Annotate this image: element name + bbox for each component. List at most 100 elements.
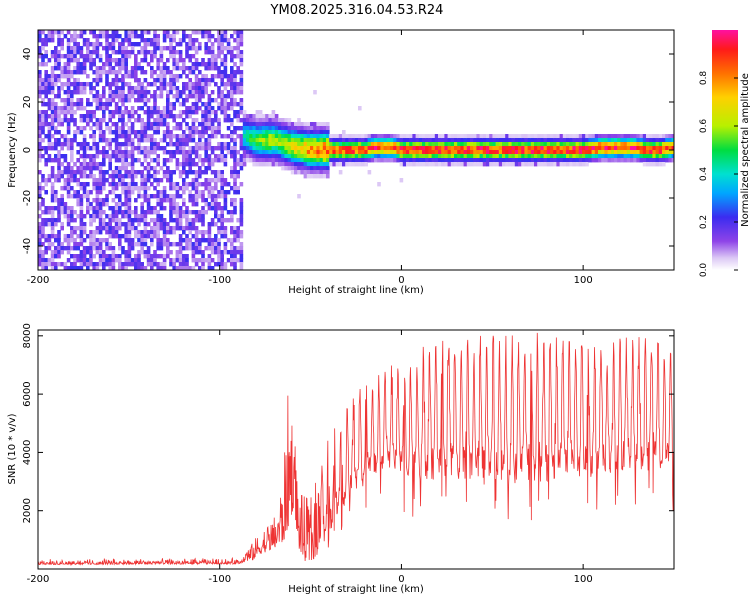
spectrogram-cell [194,190,199,195]
spectrogram-cell [290,134,295,139]
spectrogram-cell [300,122,304,127]
spectrogram-cell [156,262,160,267]
spectrogram-cell [236,50,240,55]
spectrogram-cell [89,58,93,63]
spectrogram-cell [322,154,327,159]
spectrogram-cell [236,30,240,35]
spectrogram-cell [326,150,330,155]
spectrogram-cell [322,146,327,151]
spectrogram-cell [201,90,205,95]
colorbar-ticks: 0.00.20.40.60.8 [699,71,738,277]
spectrogram-cell [108,126,112,131]
spectrogram-cell [140,82,144,87]
spectrogram-cell [105,98,109,103]
spectrogram-cell [201,258,205,263]
spectrogram-cell [82,90,87,95]
spectrogram-cell [223,110,228,115]
spectrogram-cell [70,262,74,267]
spectrogram-cell [204,158,208,163]
spectrogram-cell [374,134,378,139]
spectrogram-cell [57,206,61,211]
spectrogram-cell [575,150,580,155]
spectrogram-cell [617,142,621,147]
spectrogram-cell [214,214,218,219]
spectrogram-cell [591,138,596,143]
spectrogram-cell [639,150,644,155]
spectrogram-cell [63,166,68,171]
spectrogram-cell [591,158,596,163]
spectrogram-cell [162,66,167,71]
spectrogram-cell [162,74,167,79]
spectrogram-cell [159,78,164,83]
spectrogram-cell [50,182,55,187]
spectrogram-cell [422,150,426,155]
spectrogram-cell [233,166,237,171]
spectrogram-cell [623,142,628,147]
spectrogram-cell [108,258,112,263]
spectrogram-cell [204,42,208,47]
spectrogram-cell [230,150,234,155]
spectrogram-cell [166,246,170,251]
spectrogram-cell [572,162,576,167]
spectrogram-cell [502,138,506,143]
spectrogram-cell [562,142,567,147]
spectrogram-cell [386,150,391,155]
spectrogram-cell [406,158,410,163]
spectrogram-cell [172,210,176,215]
spectrogram-cell [578,146,583,151]
spectrogram-cell [239,138,244,143]
spectrogram-cell [201,62,205,67]
spectrogram-cell [162,82,167,87]
spectrogram-cell [505,138,509,143]
spectrogram-cell [210,222,215,227]
spectrogram-cell [620,138,624,143]
spectrogram-cell [569,138,573,143]
spectrogram-cell [60,246,64,251]
spectrogram-cell [182,138,186,143]
spectrogram-cell [194,150,199,155]
spectrogram-cell [220,182,224,187]
spectrogram-cell [124,226,128,231]
spectrogram-cell [95,94,100,99]
spectrogram-cell [66,62,71,67]
spectrogram-cell [44,94,48,99]
spectrogram-cell [274,118,279,123]
spectrogram-cell [546,150,551,155]
spectrogram-cell [38,118,42,123]
spectrogram-cell [114,78,119,83]
spectrogram-cell [457,134,461,139]
spectrogram-cell [207,134,212,139]
spectrogram-cell [655,138,660,143]
spectrogram-cell [233,86,237,91]
spectrogram-cell [210,150,215,155]
spectrogram-cell [130,174,135,179]
spectrogram-cell [508,138,512,143]
spectrogram-cell [217,38,221,43]
spectrogram-cell [143,226,148,231]
spectrogram-cell [262,162,266,167]
spectrogram-cell [137,94,141,99]
spectrogram-cell [121,38,125,43]
spectrogram-cell [44,78,48,83]
spectrogram-cell [214,250,218,255]
spectrogram-cell [38,206,42,211]
spectrogram-cell [233,150,237,155]
spectrogram-cell [146,126,151,131]
spectrogram-cell [415,146,420,151]
spectrogram-cell [294,146,298,151]
spectrogram-cell [66,206,71,211]
spectrogram-cell [194,38,199,43]
spectrogram-cell [198,122,202,127]
spectrogram-cell [166,194,170,199]
spectrogram-cell [198,190,202,195]
spectrogram-cell [153,110,157,115]
spectrogram-cell [159,178,164,183]
spectrogram-cell [255,110,260,115]
spectrogram-cell [233,254,237,259]
spectrogram-cell [585,142,589,147]
spectrogram-cell [140,206,144,211]
spectrogram-cell [198,98,202,103]
spectrogram-cell [38,34,42,39]
spectrogram-cell [86,58,90,63]
